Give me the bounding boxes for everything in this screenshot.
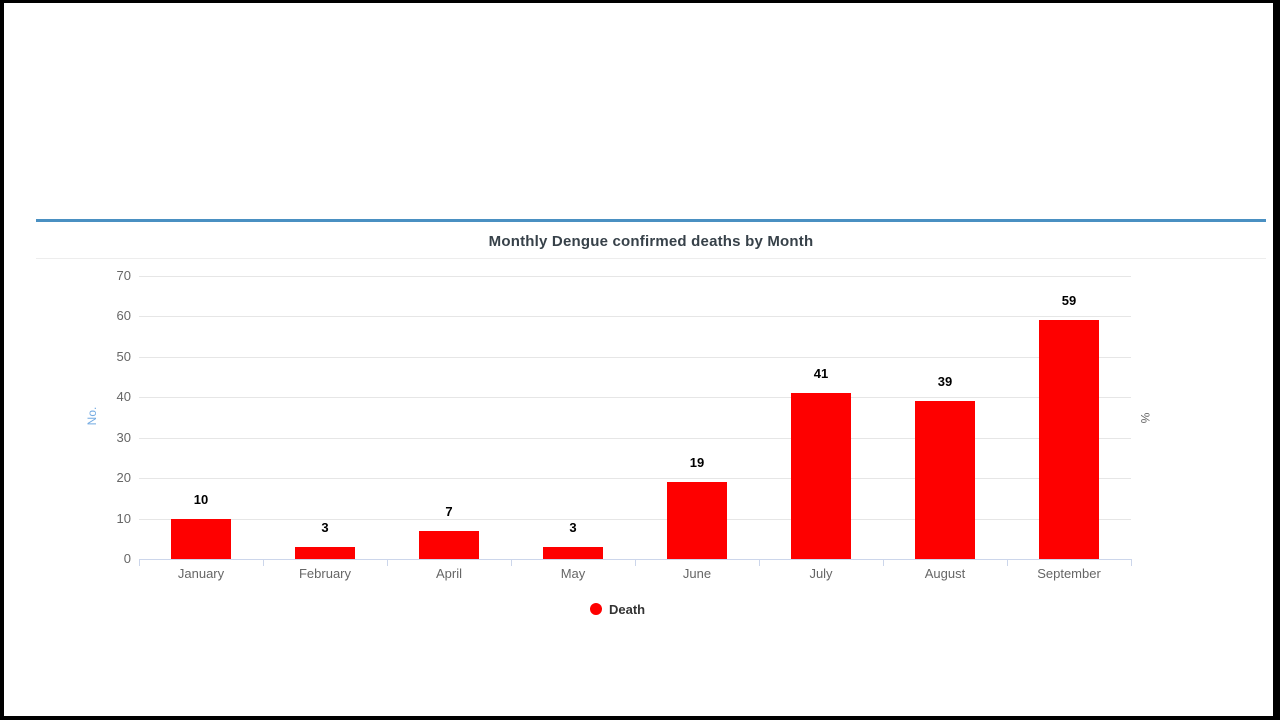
x-axis-tick xyxy=(387,560,388,566)
x-axis-label: July xyxy=(809,566,833,581)
x-axis-label: April xyxy=(435,566,462,581)
header-divider xyxy=(36,258,1266,259)
x-axis-line xyxy=(139,559,1132,560)
x-axis-tick xyxy=(1131,560,1132,566)
y-axis-tick-label: 10 xyxy=(116,510,131,526)
x-axis-label: September xyxy=(1037,566,1101,581)
x-axis-label: June xyxy=(682,566,712,581)
legend-label: Death xyxy=(609,601,646,617)
bar-january[interactable] xyxy=(171,518,231,559)
bar-february[interactable] xyxy=(295,546,355,559)
y-axis-tick-label: 30 xyxy=(116,429,131,445)
x-axis-tick xyxy=(1007,560,1008,566)
gridline xyxy=(139,356,1131,358)
x-axis-tick xyxy=(759,560,760,566)
gridline xyxy=(139,316,1131,318)
gridline xyxy=(139,478,1131,480)
y-axis-title-right: % xyxy=(1138,412,1152,424)
bar-value-label: 3 xyxy=(569,519,577,535)
bar-june[interactable] xyxy=(667,482,727,559)
y-axis-title-left: No. xyxy=(85,406,99,426)
x-axis-label: January xyxy=(177,566,225,581)
x-axis-tick xyxy=(511,560,512,566)
x-axis-label: February xyxy=(298,566,352,581)
bar-august[interactable] xyxy=(915,401,975,559)
gridline xyxy=(139,437,1131,439)
x-axis-tick xyxy=(263,560,264,566)
bar-value-label: 19 xyxy=(689,455,705,471)
x-axis-tick xyxy=(139,560,140,566)
x-axis-tick xyxy=(883,560,884,566)
chart-title: Monthly Dengue confirmed deaths by Month xyxy=(488,233,814,250)
y-axis-tick-label: 40 xyxy=(116,389,131,405)
x-axis-label: May xyxy=(560,566,586,581)
legend-marker-icon xyxy=(590,603,602,615)
bar-value-label: 41 xyxy=(813,366,829,382)
y-axis-tick-label: 70 xyxy=(116,268,131,283)
x-axis-label: August xyxy=(924,566,966,581)
gridline xyxy=(139,518,1131,520)
bar-may[interactable] xyxy=(543,546,603,559)
bar-value-label: 3 xyxy=(321,519,329,535)
bar-value-label: 7 xyxy=(445,503,453,519)
bar-value-label: 59 xyxy=(1061,293,1077,309)
bar-september[interactable] xyxy=(1039,320,1099,559)
gridline xyxy=(139,276,1131,277)
x-axis-tick xyxy=(635,560,636,566)
y-axis-tick-label: 20 xyxy=(116,470,131,486)
y-axis-tick-label: 50 xyxy=(116,348,131,364)
panel-top-accent-line xyxy=(36,219,1266,222)
gridline xyxy=(139,397,1131,399)
bar-april[interactable] xyxy=(419,530,479,559)
y-axis-tick-label: 60 xyxy=(116,308,131,324)
legend-item-death[interactable]: Death xyxy=(590,601,645,617)
y-axis-tick-label: 0 xyxy=(123,551,131,566)
bar-july[interactable] xyxy=(791,393,851,559)
bar-value-label: 10 xyxy=(193,491,209,507)
bar-value-label: 39 xyxy=(937,374,953,390)
